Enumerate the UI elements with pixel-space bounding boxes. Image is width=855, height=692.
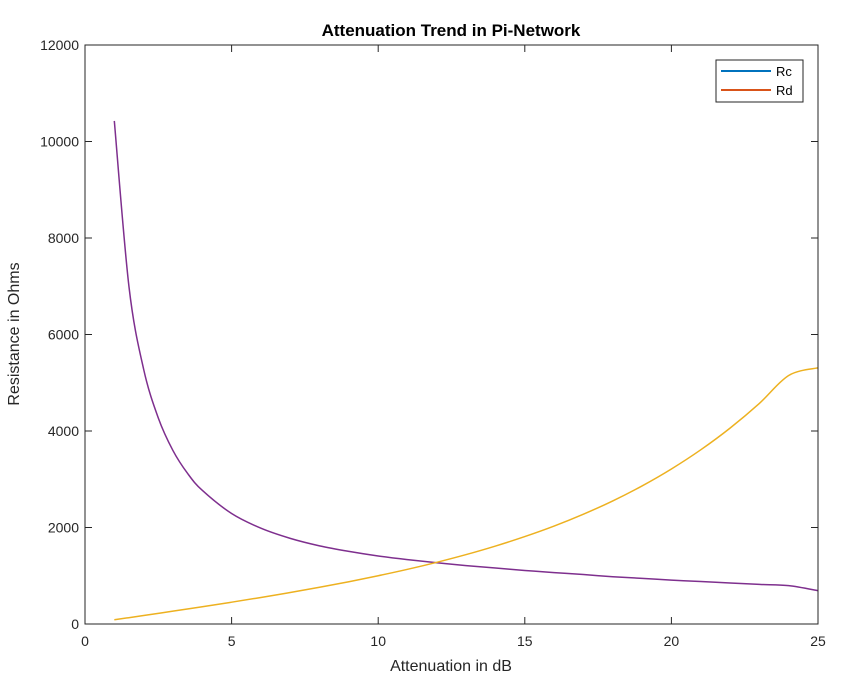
y-tick-label: 8000: [48, 230, 79, 246]
series-line-2: [114, 367, 819, 621]
plot-area: [85, 45, 818, 624]
x-axis-ticks: 0 5 10 15 20 25: [81, 45, 826, 649]
legend-label-rd: Rd: [776, 83, 793, 98]
x-tick-label: 15: [517, 633, 533, 649]
y-tick-label: 0: [71, 616, 79, 632]
x-tick-label: 0: [81, 633, 89, 649]
x-axis-label: Attenuation in dB: [390, 658, 512, 675]
y-tick-label: 12000: [40, 37, 79, 53]
y-axis-ticks: 0 2000 4000 6000 8000 10000 12000: [40, 37, 818, 632]
x-tick-label: 25: [810, 633, 826, 649]
chart-title: Attenuation Trend in Pi-Network: [322, 21, 581, 40]
y-tick-label: 6000: [48, 327, 79, 343]
y-axis-label: Resistance in Ohms: [6, 262, 23, 405]
x-tick-label: 20: [664, 633, 680, 649]
legend-box: [715, 59, 804, 103]
series-line-1: [113, 120, 819, 592]
legend: Rc Rd: [715, 59, 804, 103]
x-tick-label: 10: [370, 633, 386, 649]
x-tick-label: 5: [228, 633, 236, 649]
series-layer: [113, 120, 819, 621]
y-tick-label: 10000: [40, 134, 79, 150]
y-tick-label: 4000: [48, 423, 79, 439]
legend-label-rc: Rc: [776, 64, 792, 79]
y-tick-label: 2000: [48, 520, 79, 536]
